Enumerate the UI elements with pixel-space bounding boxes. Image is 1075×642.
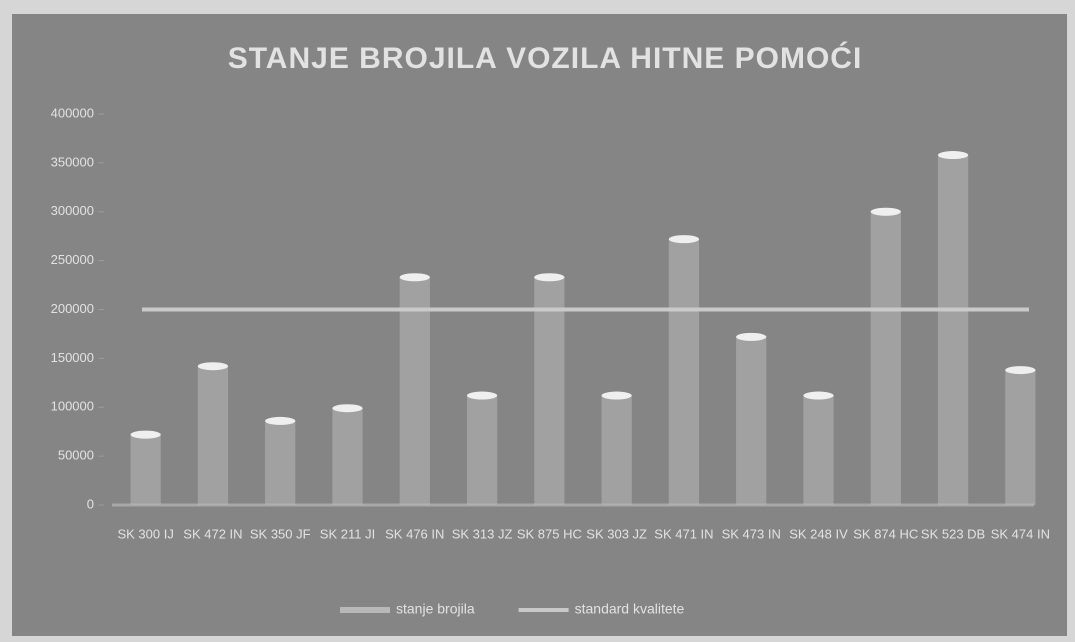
x-tick-label: SK 874 HC [853,526,918,541]
x-tick-label: SK 875 HC [517,526,582,541]
bar [1005,370,1036,505]
y-tick-label: 350000 [51,154,94,169]
bar [265,420,296,505]
bar [534,277,565,505]
bar-cap [601,391,632,400]
bar-cap [1005,366,1036,375]
bar [466,395,498,505]
x-tick-label: SK 473 IN [722,526,781,541]
x-tick-label: SK 471 IN [654,526,713,541]
y-tick-label: 150000 [51,350,94,365]
x-tick-label: SK 350 JF [250,526,311,541]
bar-cap [736,332,767,341]
y-tick-label: 400000 [51,105,94,120]
legend-label: stanje brojila [396,601,475,617]
bar [130,434,161,505]
x-tick-label: SK 472 IN [183,526,242,541]
bar-cap [668,235,700,244]
bar-cap [130,430,161,439]
bar-cap [466,391,498,400]
bar-cap [332,404,363,413]
bar-cap [803,391,834,400]
legend-label: standard kvalitete [575,601,685,617]
bar [870,211,901,505]
y-tick-label: 300000 [51,203,94,218]
x-tick-label: SK 248 IV [789,526,848,541]
bar [332,408,363,505]
bar-cap [399,273,430,282]
x-tick-label: SK 474 IN [991,526,1050,541]
y-tick-label: 200000 [51,301,94,316]
x-tick-label: SK 303 JZ [586,526,647,541]
y-tick-label: 100000 [51,399,94,414]
x-tick-label: SK 476 IN [385,526,444,541]
bar-cap [534,273,565,282]
y-tick-label: 250000 [51,252,94,267]
bar [399,277,430,505]
bar [668,239,700,505]
y-tick-label: 50000 [58,448,94,463]
bar [736,336,767,505]
bar-cap [197,362,229,371]
bar [937,155,969,505]
bar [197,366,229,505]
chart-title: STANJE BROJILA VOZILA HITNE POMOĆI [228,41,863,75]
bar [803,395,834,505]
bar-cap [937,151,969,160]
x-tick-label: SK 300 IJ [117,526,173,541]
x-tick-label: SK 211 JI [320,526,375,541]
x-tick-label: SK 523 DB [921,526,985,541]
bar-cap [265,416,296,425]
x-tick-label: SK 313 JZ [452,526,513,541]
y-tick-label: 0 [87,496,94,511]
bar-cap [870,207,901,216]
bar [601,395,632,505]
